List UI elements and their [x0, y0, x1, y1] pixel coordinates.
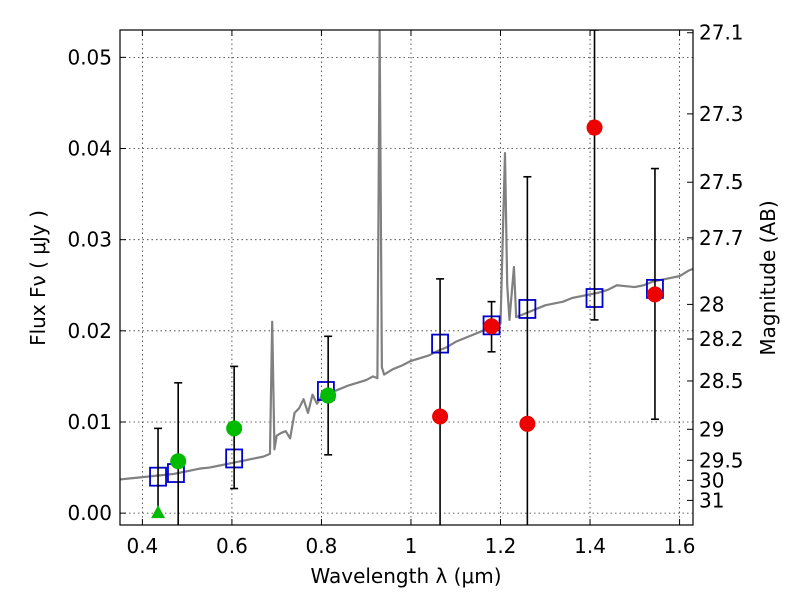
- y-tick-label: 0.04: [67, 137, 112, 161]
- observed-point: [483, 318, 500, 335]
- grid: [120, 30, 693, 525]
- x-tick-label: 0.8: [306, 534, 338, 558]
- right-axis-label: Magnitude (AB): [756, 200, 780, 355]
- right-tick-label: 28: [699, 292, 724, 316]
- right-tick-label: 30: [699, 468, 724, 492]
- right-tick-label: 27.7: [699, 226, 744, 250]
- right-tick-label: 27.5: [699, 170, 744, 194]
- x-axis-label: Wavelength λ (μm): [310, 564, 501, 588]
- observed-point: [519, 415, 536, 432]
- y-axis-label: Flux Fν ( μJy ): [26, 210, 50, 346]
- right-tick-label: 28.5: [699, 369, 744, 393]
- upper-limit-triangle: [151, 505, 166, 519]
- y-tick-label: 0.05: [67, 45, 112, 69]
- plot-frame: [119, 29, 694, 526]
- observed-point: [432, 408, 449, 425]
- observed-point: [586, 119, 603, 136]
- observed-point: [320, 387, 337, 404]
- right-tick-label: 27.1: [699, 21, 744, 45]
- observed-point: [646, 286, 663, 303]
- x-tick-label: 1.4: [574, 534, 606, 558]
- y-tick-label: 0.02: [67, 319, 112, 343]
- x-tick-label: 1.6: [664, 534, 696, 558]
- right-tick-label: 28.2: [699, 327, 744, 351]
- plot-area: [120, 30, 693, 525]
- x-tick-label: 0.6: [216, 534, 248, 558]
- right-tick-label: 27.3: [699, 102, 744, 126]
- right-tick-label: 29.5: [699, 448, 744, 472]
- observed-point: [170, 453, 187, 470]
- y-tick-label: 0.01: [67, 410, 112, 434]
- y-tick-label: 0.00: [67, 501, 112, 525]
- y-tick-label: 0.03: [67, 228, 112, 252]
- plot-background: [120, 30, 693, 525]
- right-tick-label: 31: [699, 488, 724, 512]
- observed-point: [226, 420, 243, 437]
- x-tick-label: 1: [405, 534, 418, 558]
- x-tick-label: 0.4: [126, 534, 158, 558]
- right-tick-label: 29: [699, 417, 724, 441]
- ticks: 0.4 0.6 0.8 1 1.2 1.4 1.6 0.00 0.01 0.02 0.03 0.04 0…: [67, 21, 743, 558]
- x-tick-label: 1.2: [485, 534, 517, 558]
- model-sed-line: [120, 30, 693, 481]
